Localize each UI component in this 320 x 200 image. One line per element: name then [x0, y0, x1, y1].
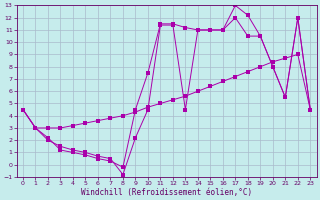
X-axis label: Windchill (Refroidissement éolien,°C): Windchill (Refroidissement éolien,°C): [81, 188, 252, 197]
